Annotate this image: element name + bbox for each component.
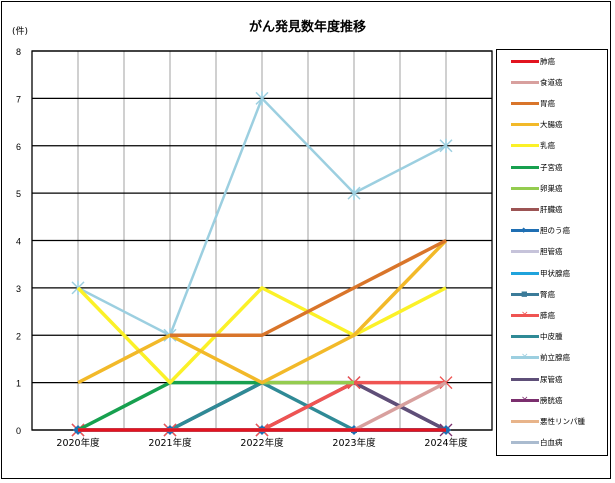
legend-label: 前立腺癌: [540, 353, 570, 363]
legend-line-swatch: [511, 123, 539, 127]
legend-label: 子宮癌: [540, 162, 563, 172]
legend-line-swatch: [511, 101, 539, 105]
legend-item: ■ 腎癌: [497, 288, 555, 300]
legend-line-swatch: [511, 441, 539, 445]
legend-line-swatch: [511, 335, 539, 339]
legend-item: 中皮腫: [497, 331, 563, 343]
legend-item: 悪性リンパ腫: [497, 415, 585, 427]
y-axis-unit-label: (件): [12, 27, 29, 37]
legend-item: 胃癌: [497, 97, 555, 109]
chart-title: がん発見数年度推移: [248, 20, 366, 35]
y-tick-label: 3: [16, 284, 21, 294]
y-tick-label: 1: [16, 379, 21, 389]
legend-line-swatch: ◆: [511, 226, 539, 234]
x-tick-label: 2020年度: [56, 437, 100, 449]
legend-marker-icon: ×: [521, 309, 529, 320]
legend-marker-icon: ×: [521, 352, 529, 363]
y-tick-label: 6: [16, 142, 21, 152]
legend-marker-icon: ■: [521, 289, 528, 298]
legend-item: × 膀胱癌: [497, 394, 563, 406]
y-tick-label: 0: [16, 426, 21, 436]
series-line: [77, 239, 448, 385]
legend-line-swatch: ×: [511, 310, 539, 320]
x-tick-label: 2023年度: [332, 437, 376, 449]
legend-line-swatch: ×: [511, 352, 539, 362]
legend-label: 甲状腺癌: [540, 268, 570, 278]
legend-line-swatch: [511, 377, 539, 381]
legend-label: 腎癌: [540, 289, 555, 299]
legend-line-swatch: [511, 207, 539, 211]
legend-label: 卵巣癌: [540, 183, 563, 193]
legend-line-swatch: [511, 144, 539, 148]
legend-marker-icon: ×: [521, 394, 529, 405]
y-tick-label: 5: [16, 189, 21, 199]
legend-label: 胆のう癌: [540, 226, 570, 236]
legend-item: 食道癌: [497, 76, 563, 88]
legend-item: 子宮癌: [497, 161, 563, 173]
legend-item: 肝臓癌: [497, 203, 563, 215]
legend-label: 乳癌: [540, 141, 555, 151]
legend-line-swatch: ×: [511, 395, 539, 405]
legend-label: 大腸癌: [540, 120, 563, 130]
legend-label: 胃癌: [540, 98, 555, 108]
x-tick-label: 2022年度: [240, 437, 284, 449]
legend-item: ◆ 胆のう癌: [497, 225, 570, 237]
legend-label: 膀胱癌: [540, 395, 563, 405]
y-tick-label: 4: [16, 237, 21, 247]
legend-line-swatch: [511, 59, 539, 63]
legend-line-swatch: [511, 250, 539, 254]
asterisk-marker: [439, 138, 453, 153]
legend-label: 食道癌: [540, 77, 563, 87]
legend-item: 甲状腺癌: [497, 267, 570, 279]
asterisk-marker: [255, 91, 269, 106]
legend-item: 肺癌: [497, 55, 555, 67]
legend-line-swatch: ■: [511, 290, 539, 298]
x-tick-label: 2021年度: [148, 437, 192, 449]
legend-item: 胆管癌: [497, 246, 563, 258]
legend-item: × 膵癌: [497, 309, 555, 321]
legend-item: 白血病: [497, 437, 563, 449]
x-tick-label: 2024年度: [424, 437, 468, 449]
legend-line-swatch: [511, 186, 539, 190]
legend-label: 胆管癌: [540, 247, 563, 257]
legend-line-swatch: [511, 271, 539, 275]
legend-line-swatch: [511, 80, 539, 84]
asterisk-marker: [347, 186, 361, 201]
legend-item: 卵巣癌: [497, 182, 563, 194]
legend-label: 中皮腫: [540, 332, 563, 342]
y-tick-label: 8: [16, 47, 21, 57]
chart-legend: 肺癌食道癌胃癌大腸癌乳癌子宮癌卵巣癌肝臓癌 ◆ 胆のう癌胆管癌甲状腺癌 ■ 腎癌 × 膵癌中…: [496, 49, 608, 456]
legend-item: 乳癌: [497, 140, 555, 152]
legend-label: 悪性リンパ腫: [540, 416, 585, 426]
legend-label: 膵癌: [540, 310, 555, 320]
legend-item: 大腸癌: [497, 119, 563, 131]
legend-line-swatch: [511, 419, 539, 423]
legend-label: 尿管癌: [540, 374, 563, 384]
legend-label: 肝臓癌: [540, 204, 563, 214]
y-tick-label: 7: [16, 94, 21, 104]
legend-item: × 前立腺癌: [497, 352, 570, 364]
legend-label: 肺癌: [540, 56, 555, 66]
legend-item: 尿管癌: [497, 373, 563, 385]
y-tick-label: 2: [16, 331, 21, 341]
legend-line-swatch: [511, 165, 539, 169]
legend-label: 白血病: [540, 438, 563, 448]
legend-marker-icon: ◆: [521, 226, 527, 235]
series-line: [170, 238, 447, 337]
